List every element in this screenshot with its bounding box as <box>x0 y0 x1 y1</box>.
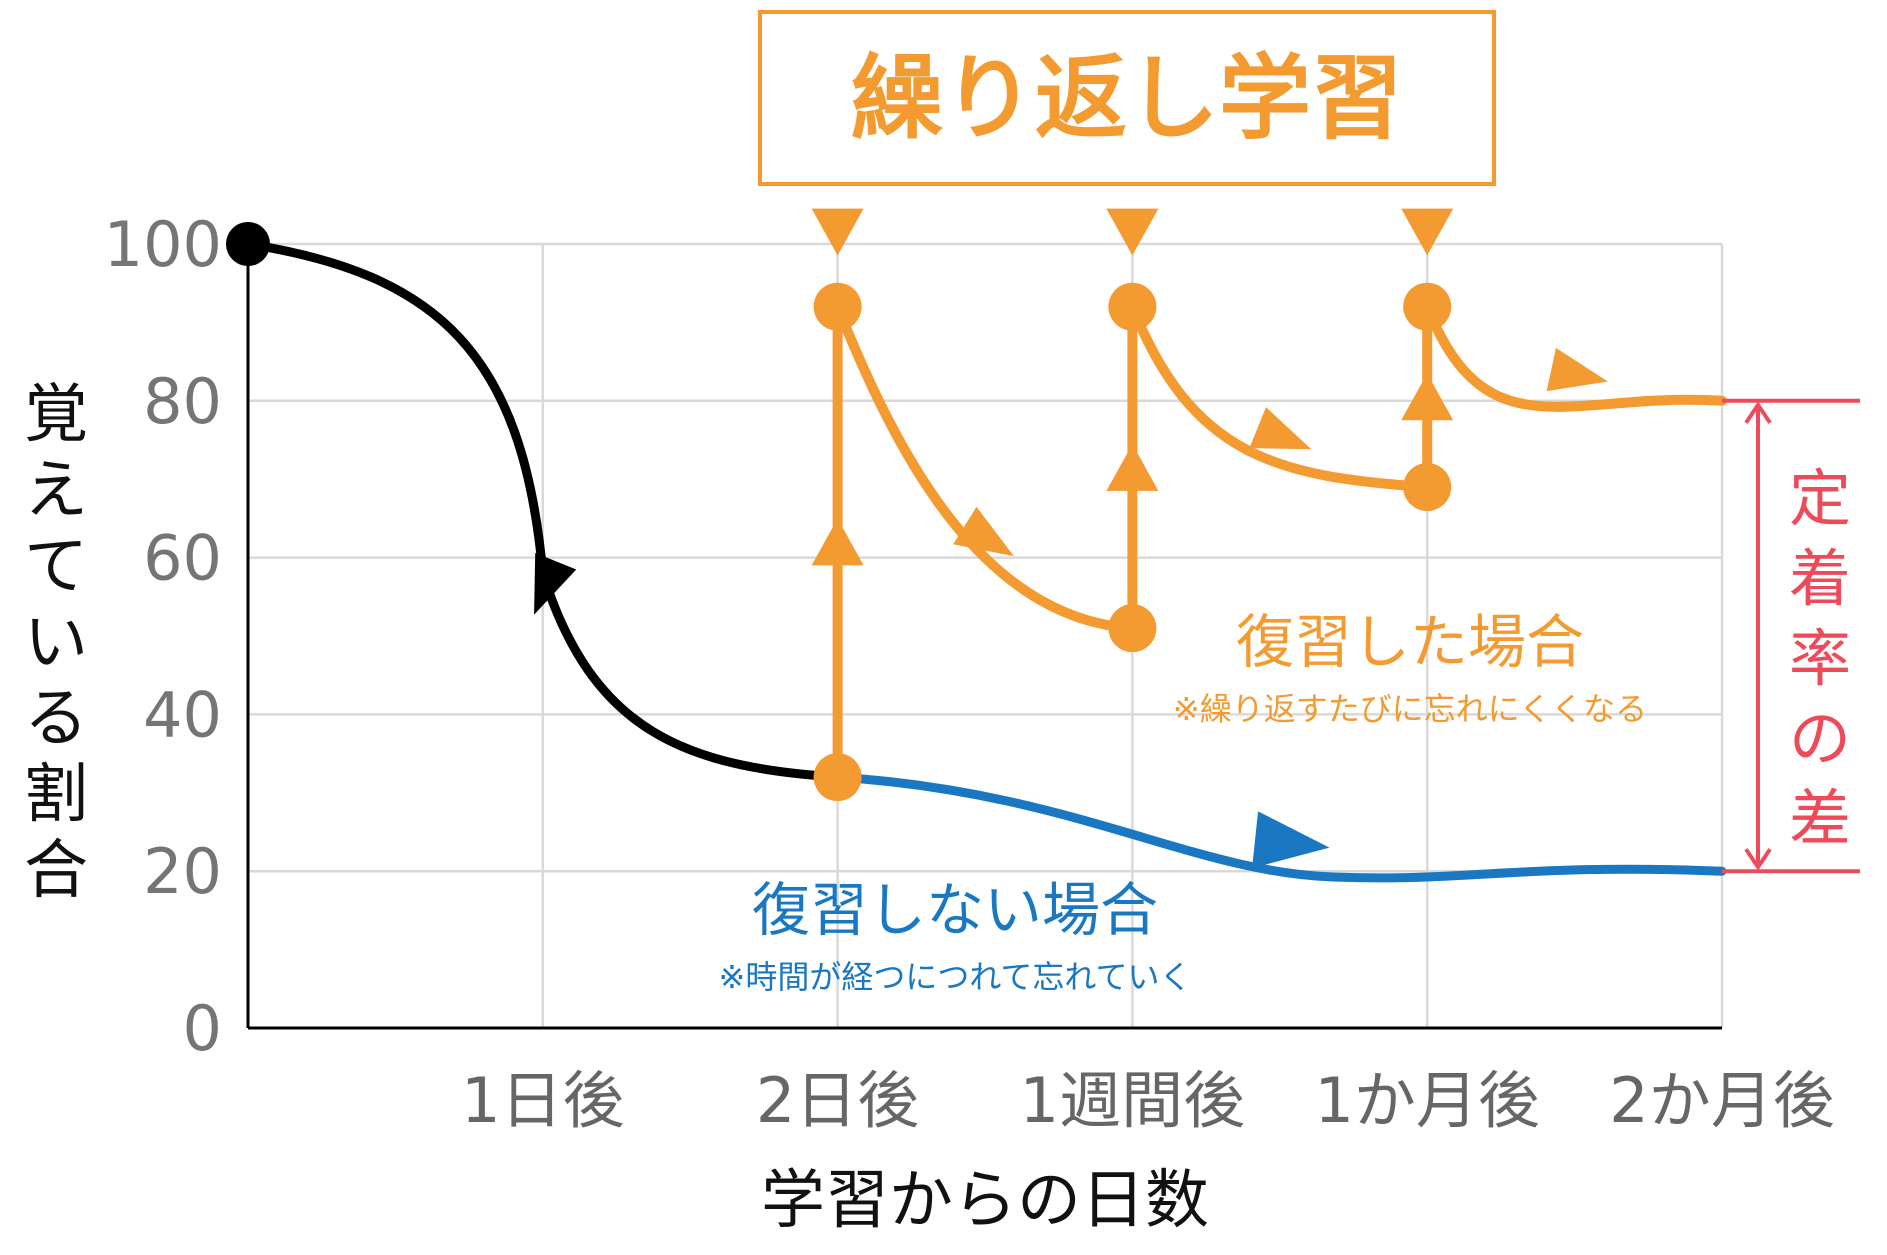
review-point-2 <box>1108 604 1157 653</box>
review-decay-arrow-2 <box>1249 407 1312 450</box>
difference-top-arrow <box>1744 401 1772 424</box>
banner-down-arrow-3 <box>1401 208 1454 256</box>
y-tick-100: 100 <box>104 208 222 281</box>
banner-group: 繰り返し学習 <box>758 10 1496 186</box>
initial-start-dot <box>226 222 270 266</box>
review-up-arrow-2 <box>1106 444 1159 491</box>
series-markers <box>226 208 1608 869</box>
x-tick-5: 2か月後 <box>1609 1064 1834 1137</box>
no-review-case-note: ※時間が経つにつれて忘れていく <box>719 958 1192 996</box>
y-axis-title-char-3: て <box>24 530 88 604</box>
x-axis-title: 学習からの日数 <box>761 1164 1209 1238</box>
review-point-1 <box>813 753 862 802</box>
case-labels: 復習した場合 ※繰り返すたびに忘れにくくなる 復習しない場合 ※時間が経つにつれ… <box>719 608 1648 996</box>
axes <box>246 244 1722 1030</box>
y-axis-title-char-6: 割 <box>24 758 88 832</box>
peak-point-2 <box>1108 282 1157 331</box>
y-tick-80: 80 <box>143 365 222 438</box>
y-tick-0: 0 <box>183 992 222 1065</box>
difference-label-char-1: 定 <box>1789 462 1851 535</box>
y-tick-40: 40 <box>143 678 222 751</box>
review-up-arrow-3 <box>1401 373 1454 421</box>
peak-point-1 <box>813 282 862 331</box>
y-axis-title-char-5: る <box>24 682 88 756</box>
banner-title: 繰り返し学習 <box>851 45 1403 152</box>
no-review-curve <box>833 772 1727 883</box>
review-decay-arrow-1 <box>953 506 1014 557</box>
y-tick-labels: 0 20 40 60 80 100 <box>104 208 222 1065</box>
review-decay-curve-1 <box>832 301 1138 634</box>
difference-label-char-3: 率 <box>1789 622 1851 695</box>
review-decay-curve-3 <box>1422 301 1727 412</box>
difference-bottom-arrow <box>1744 848 1772 871</box>
initial-curve-arrow <box>534 552 577 615</box>
review-point-3 <box>1403 463 1452 512</box>
y-tick-20: 20 <box>143 835 222 908</box>
x-tick-2: 2日後 <box>756 1064 919 1137</box>
no-review-curve-arrow <box>1252 811 1330 869</box>
x-tick-1: 1日後 <box>461 1064 624 1137</box>
x-tick-4: 1か月後 <box>1314 1064 1539 1137</box>
peak-point-3 <box>1403 282 1452 331</box>
review-decay-curve-2 <box>1127 301 1433 493</box>
y-tick-60: 60 <box>143 522 222 595</box>
x-tick-3: 1週間後 <box>1020 1064 1245 1137</box>
x-tick-labels: 1日後 2日後 1週間後 1か月後 2か月後 <box>461 1064 1835 1137</box>
review-up-arrow-1 <box>811 518 864 566</box>
difference-label-char-2: 着 <box>1789 542 1851 615</box>
y-axis-title-char-7: 合 <box>24 834 88 908</box>
difference-label-char-5: 差 <box>1789 782 1851 855</box>
difference-label-char-4: の <box>1789 702 1851 775</box>
banner-down-arrow-2 <box>1106 208 1159 256</box>
y-axis-title-char-4: い <box>24 606 88 680</box>
review-case-label: 復習した場合 <box>1236 608 1584 676</box>
review-case-note: ※繰り返すたびに忘れにくくなる <box>1173 690 1647 728</box>
no-review-case-label: 復習しない場合 <box>752 876 1158 944</box>
series-lines <box>243 239 1727 883</box>
banner-down-arrow-1 <box>811 208 864 256</box>
y-axis-title-char-1: 覚 <box>24 378 88 452</box>
review-decay-arrow-3 <box>1546 347 1608 392</box>
banner-box <box>758 10 1496 186</box>
y-axis-title-char-2: え <box>24 454 88 528</box>
